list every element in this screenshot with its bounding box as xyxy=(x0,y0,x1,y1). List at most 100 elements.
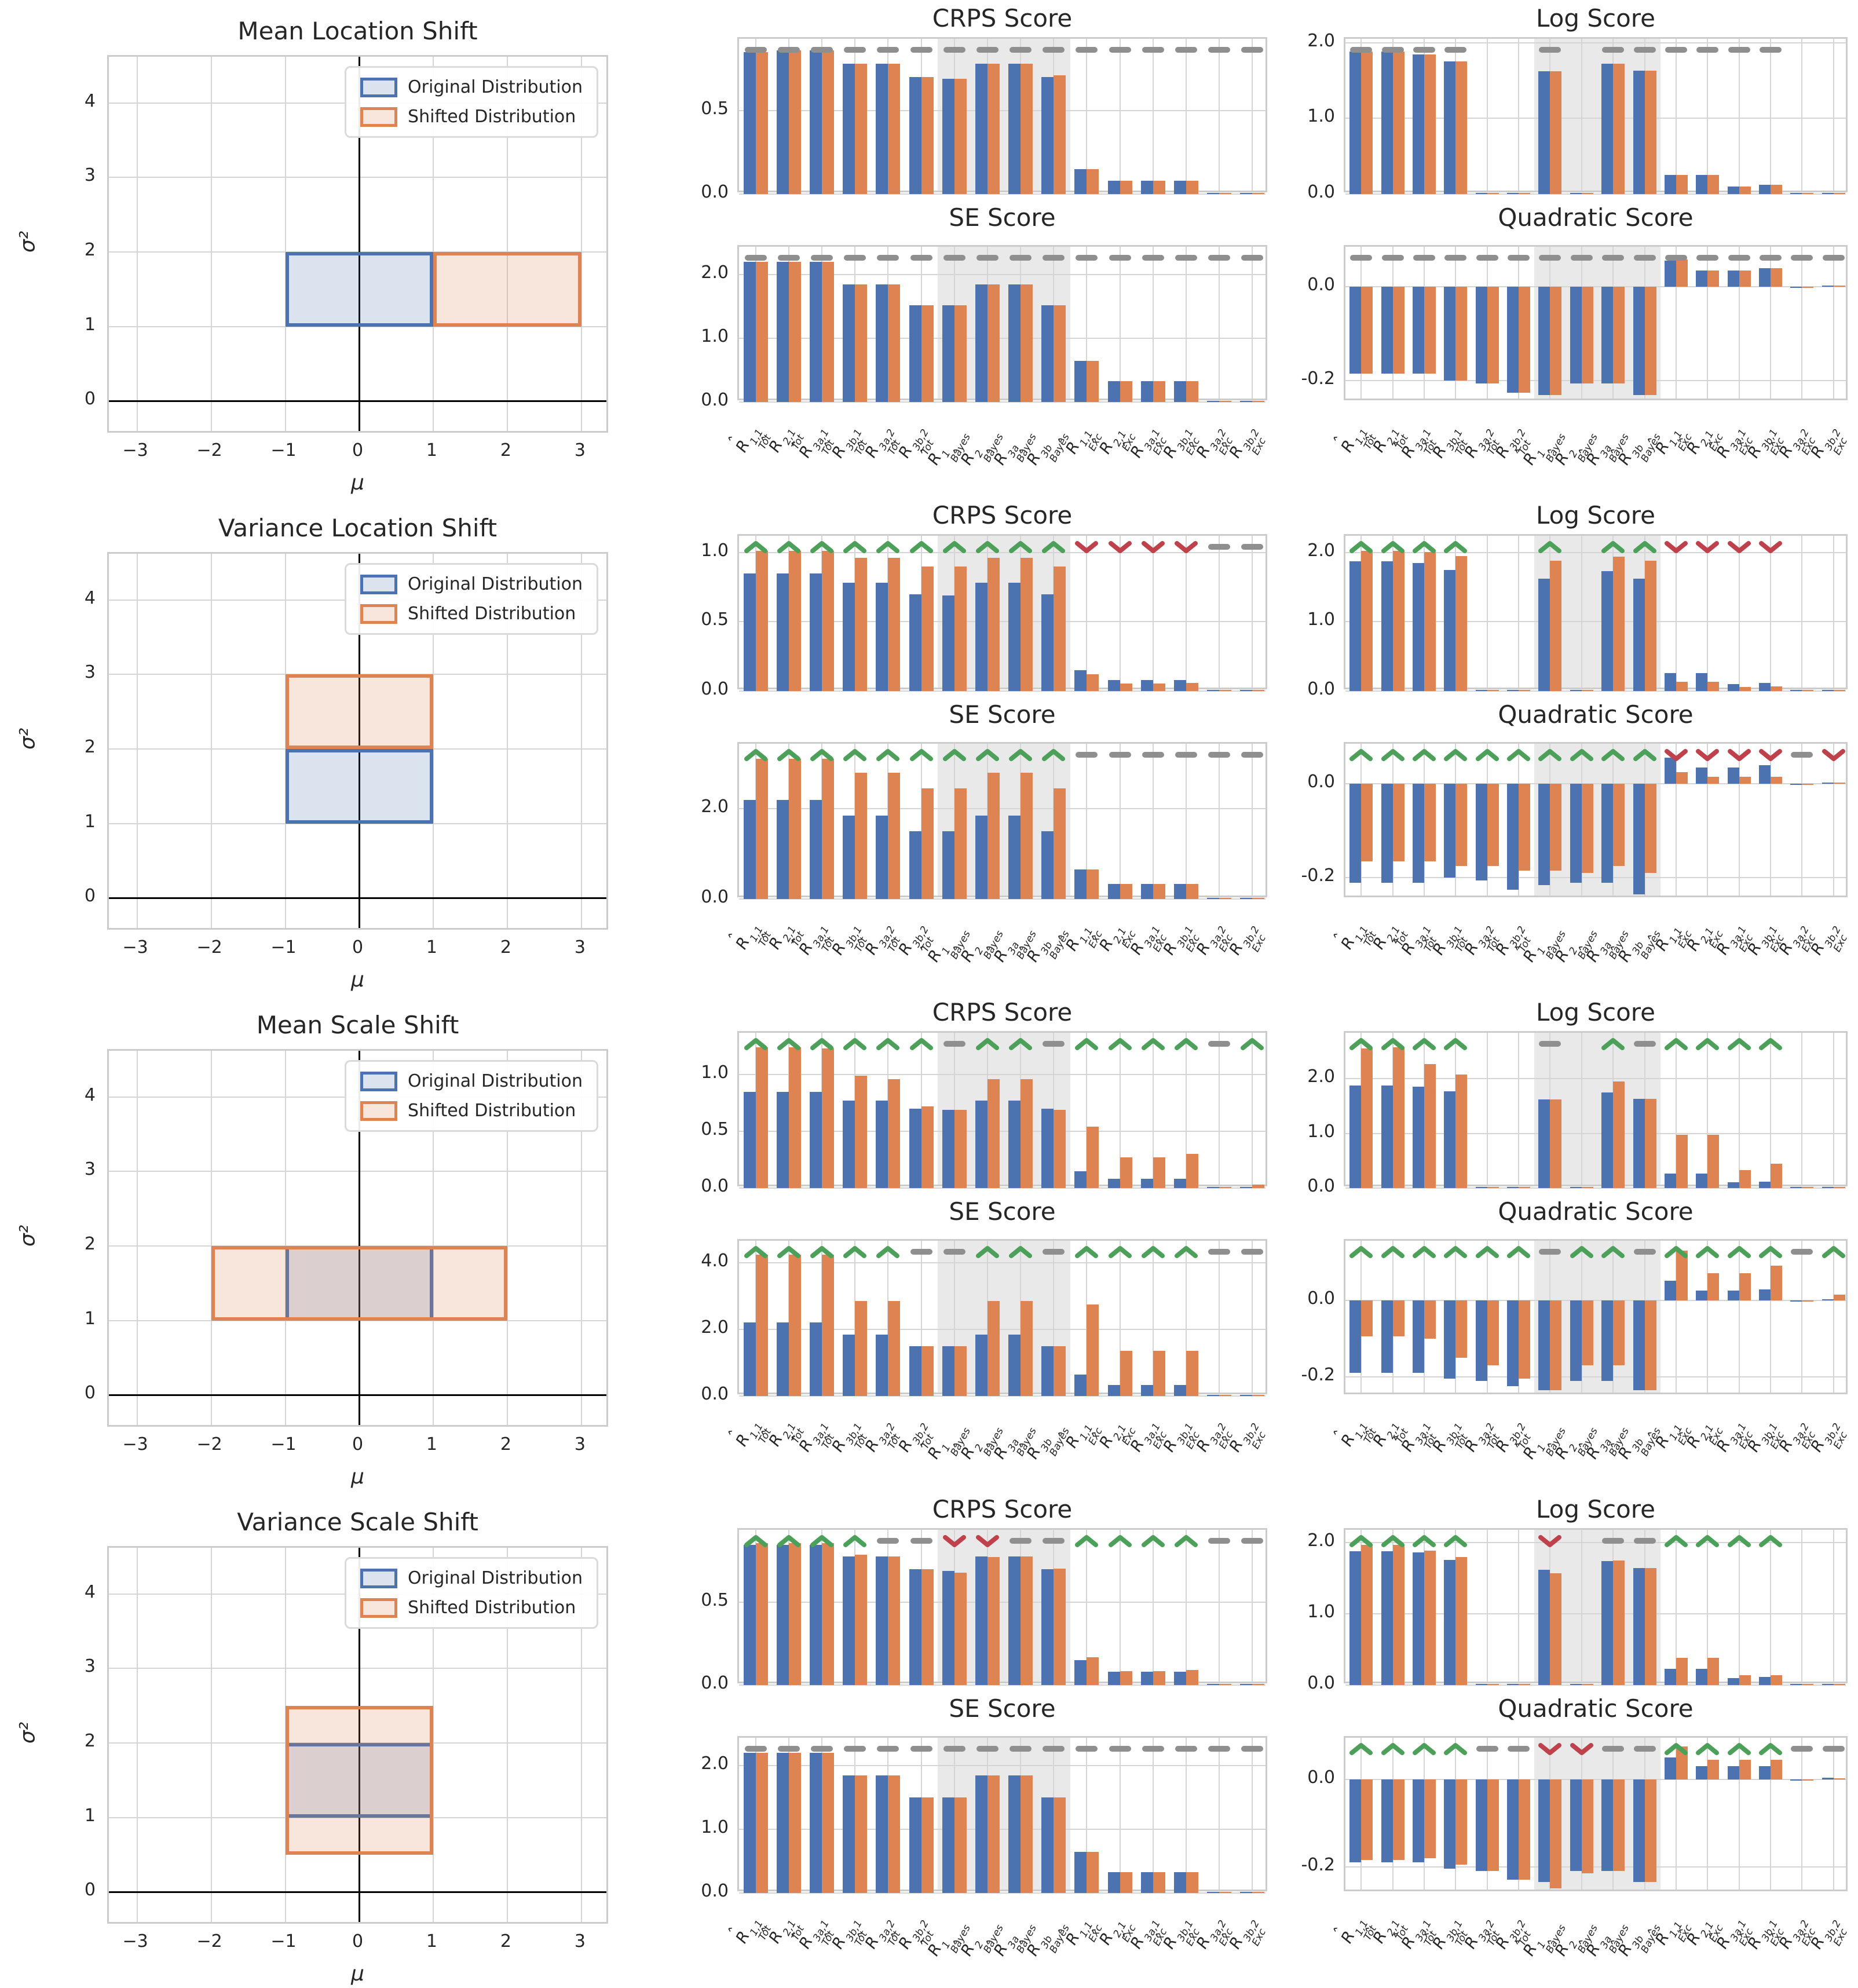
shifted-distribution-rect xyxy=(285,1705,434,1855)
marker-nodiff-dash xyxy=(1506,1741,1531,1756)
marker-nodiff-dash xyxy=(1206,42,1232,57)
marker-nodiff-dash xyxy=(1789,747,1815,762)
bar-original xyxy=(1696,1668,1708,1685)
marker-up-chevron xyxy=(1475,747,1500,762)
dash-glyph xyxy=(910,1746,932,1752)
dist-x-tick-label: −1 xyxy=(270,937,297,958)
bar-shifted xyxy=(1361,52,1373,194)
gridline-vertical xyxy=(1675,247,1677,399)
bar-shifted xyxy=(1219,1187,1232,1188)
score-panel xyxy=(737,534,1267,692)
bar-original xyxy=(1538,287,1550,395)
sigma-zero-axis-line xyxy=(109,897,606,899)
bar-shifted xyxy=(1455,287,1468,381)
bar-shifted xyxy=(1519,1300,1531,1379)
marker-up-chevron xyxy=(975,539,1000,554)
dash-glyph xyxy=(1539,47,1561,53)
bar-shifted xyxy=(1613,1081,1625,1188)
marker-down-chevron xyxy=(1727,539,1752,554)
marker-nodiff-dash xyxy=(809,42,835,57)
gridline-vertical xyxy=(433,1051,434,1425)
gridline-vertical xyxy=(1801,39,1803,191)
bar-original xyxy=(975,1101,987,1188)
bar-original xyxy=(809,573,822,691)
marker-up-chevron xyxy=(975,1036,1000,1051)
marker-up-chevron xyxy=(975,1244,1000,1259)
marker-nodiff-dash xyxy=(1632,1533,1658,1548)
bar-shifted xyxy=(755,52,768,194)
bar-shifted xyxy=(1581,287,1593,383)
bar-shifted xyxy=(1550,1300,1562,1391)
bar-original xyxy=(909,305,921,402)
bar-shifted xyxy=(1550,1573,1562,1685)
marker-nodiff-dash xyxy=(1140,747,1166,762)
bar-original xyxy=(1475,287,1487,383)
score-y-tick-label: 0.0 xyxy=(701,1384,729,1404)
gridline-vertical xyxy=(1738,1738,1740,1890)
marker-nodiff-dash xyxy=(1239,1244,1265,1259)
bar-original xyxy=(1664,1757,1676,1779)
legend-swatch-original xyxy=(360,574,398,594)
gridline-horizontal xyxy=(1345,1684,1846,1686)
bar-shifted xyxy=(1252,401,1265,402)
dist-y-tick-label: 3 xyxy=(84,1159,96,1180)
bar-original xyxy=(1790,1300,1802,1302)
dist-x-tick-label: 2 xyxy=(500,1434,511,1455)
marker-up-chevron xyxy=(809,1244,835,1259)
marker-up-chevron xyxy=(1107,1244,1133,1259)
marker-up-chevron xyxy=(1411,1741,1437,1756)
gridline-vertical xyxy=(1186,1033,1187,1185)
dash-glyph xyxy=(1633,1249,1656,1255)
legend-item-original: Original Distribution xyxy=(360,77,583,97)
gridline-vertical xyxy=(1252,1738,1253,1890)
gridline-vertical xyxy=(1119,536,1121,688)
marker-nodiff-dash xyxy=(1632,1741,1658,1756)
marker-up-chevron xyxy=(1663,1244,1689,1259)
marker-nodiff-dash xyxy=(1206,747,1232,762)
bar-shifted xyxy=(1424,54,1436,194)
bar-shifted xyxy=(1392,1300,1405,1337)
gridline-horizontal xyxy=(1345,1078,1846,1080)
bar-shifted xyxy=(1487,287,1499,383)
bar-original xyxy=(1107,381,1120,402)
marker-up-chevron xyxy=(1758,1741,1783,1756)
bar-original xyxy=(1207,1684,1220,1685)
marker-nodiff-dash xyxy=(909,42,934,57)
marker-nodiff-dash xyxy=(1239,747,1265,762)
gridline-vertical xyxy=(1252,39,1253,191)
bar-shifted xyxy=(821,551,834,691)
dist-x-tick-label: 1 xyxy=(426,937,437,958)
gridline-vertical xyxy=(1252,744,1253,896)
bar-original xyxy=(942,305,954,402)
bar-original xyxy=(1041,1109,1054,1188)
bar-shifted xyxy=(1613,1779,1625,1872)
score-panel xyxy=(1344,245,1848,400)
marker-up-chevron xyxy=(1380,1741,1406,1756)
marker-nodiff-dash xyxy=(909,1244,934,1259)
score-y-tick-label: 2.0 xyxy=(701,262,729,283)
bar-shifted xyxy=(1519,1684,1531,1685)
bar-shifted xyxy=(1802,784,1814,785)
marker-up-chevron xyxy=(1695,1741,1720,1756)
marker-up-chevron xyxy=(743,1533,769,1548)
dash-glyph xyxy=(910,1538,932,1544)
marker-nodiff-dash xyxy=(1206,1036,1232,1051)
gridline-horizontal xyxy=(739,1684,1266,1686)
dash-glyph xyxy=(1444,255,1467,261)
dist-y-tick-label: 3 xyxy=(84,662,96,683)
gridline-vertical xyxy=(1486,1033,1488,1185)
bar-shifted xyxy=(921,1569,934,1685)
bar-shifted xyxy=(855,64,868,194)
marker-nodiff-dash xyxy=(1140,250,1166,265)
marker-nodiff-dash xyxy=(1206,1533,1232,1548)
bar-original xyxy=(1349,1551,1362,1685)
bar-original xyxy=(1790,287,1802,288)
marker-up-chevron xyxy=(1663,1036,1689,1051)
bar-shifted xyxy=(1120,1157,1132,1188)
score-y-tick-label: 4.0 xyxy=(701,1250,729,1271)
bar-original xyxy=(1140,1179,1153,1188)
gridline-vertical xyxy=(507,1051,509,1425)
bar-shifted xyxy=(1252,1185,1265,1188)
bar-original xyxy=(1538,1300,1550,1391)
bar-original xyxy=(1174,1179,1187,1188)
